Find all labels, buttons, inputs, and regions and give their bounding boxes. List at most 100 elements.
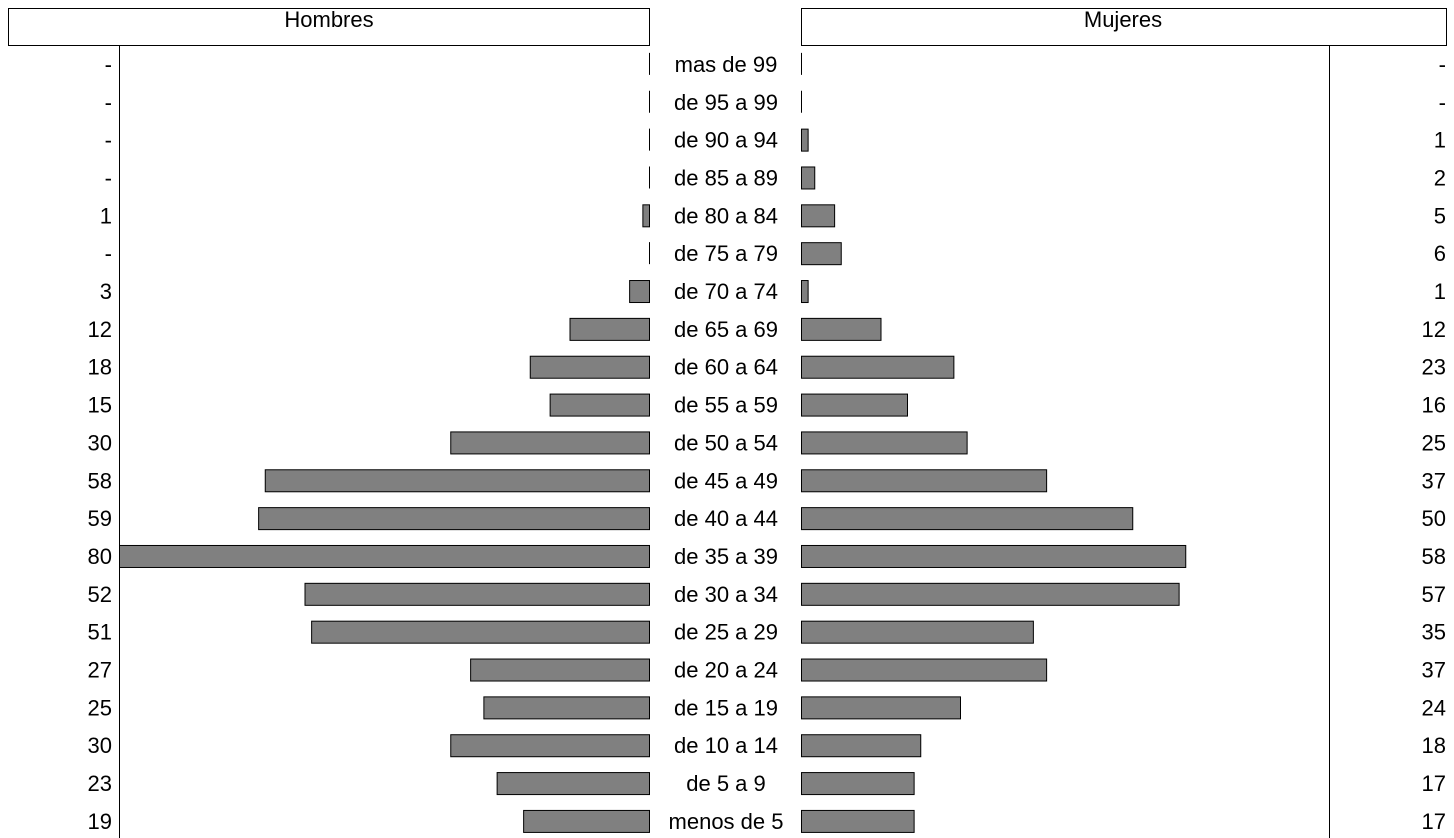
value-label-mujeres: 50 (1422, 506, 1446, 531)
value-label-hombres: 3 (100, 279, 112, 304)
age-group-label: de 65 a 69 (674, 317, 778, 342)
bar-mujeres (801, 317, 882, 341)
bar-hombres (450, 734, 650, 758)
bar-mujeres (801, 772, 915, 796)
bar-mujeres (801, 544, 1187, 568)
pyramid-row: de 60 a 64 18 23 (88, 355, 1446, 380)
age-group-label: de 90 a 94 (674, 128, 778, 153)
pyramid-row: de 95 a 99 - - (105, 90, 1446, 115)
header-box-right (801, 8, 1447, 46)
value-label-hombres: - (105, 241, 112, 266)
value-label-hombres: 25 (88, 695, 112, 720)
bar-hombres (529, 355, 650, 379)
value-label-hombres: - (105, 165, 112, 190)
bar-mujeres (801, 582, 1180, 606)
pyramid-row: de 45 a 49 58 37 (88, 468, 1446, 493)
age-group-label: de 75 a 79 (674, 241, 778, 266)
chart-frame (8, 8, 1447, 838)
age-group-label: mas de 99 (675, 52, 778, 77)
age-group-label: de 30 a 34 (674, 582, 778, 607)
pyramid-row: de 50 a 54 30 25 (88, 430, 1446, 455)
value-label-hombres: 58 (88, 468, 112, 493)
bar-hombres (470, 658, 650, 682)
age-group-label: de 70 a 74 (674, 279, 778, 304)
age-group-label: menos de 5 (669, 809, 784, 834)
value-label-mujeres: 17 (1422, 771, 1446, 796)
age-group-label: de 95 a 99 (674, 90, 778, 115)
value-label-hombres: 30 (88, 733, 112, 758)
age-group-label: de 85 a 89 (674, 165, 778, 190)
value-label-mujeres: 12 (1422, 317, 1446, 342)
bar-hombres (642, 204, 650, 228)
age-group-label: de 35 a 39 (674, 544, 778, 569)
pyramid-row: de 55 a 59 15 16 (88, 393, 1446, 418)
value-label-mujeres: 16 (1422, 393, 1446, 418)
bar-hombres (549, 393, 650, 417)
age-group-label: de 55 a 59 (674, 393, 778, 418)
bar-mujeres (801, 507, 1134, 531)
value-label-hombres: 23 (88, 771, 112, 796)
value-label-mujeres: 35 (1422, 620, 1446, 645)
value-label-mujeres: 25 (1422, 430, 1446, 455)
pyramid-row: de 15 a 19 25 24 (88, 695, 1446, 720)
pyramid-row: de 10 a 14 30 18 (88, 733, 1446, 758)
pyramid-row: de 20 a 24 27 37 (88, 658, 1446, 683)
bar-mujeres (801, 658, 1048, 682)
bar-mujeres (801, 431, 968, 455)
pyramid-row: de 40 a 44 59 50 (88, 506, 1446, 531)
value-label-hombres: - (105, 90, 112, 115)
pyramid-row: de 30 a 34 52 57 (88, 582, 1446, 607)
bar-mujeres (801, 355, 955, 379)
bar-mujeres (801, 393, 908, 417)
value-label-hombres: 59 (88, 506, 112, 531)
value-label-mujeres: - (1439, 52, 1446, 77)
pyramid-row: de 90 a 94 - 1 (105, 128, 1446, 153)
chart-rows: mas de 99 - - de 95 a 99 - - de 90 a 94 - 1 de 85… (88, 52, 1446, 834)
pyramid-row: de 25 a 29 51 35 (88, 620, 1446, 645)
header-box-left (8, 8, 650, 46)
pyramid-row: menos de 5 19 17 (88, 809, 1446, 834)
pyramid-row: de 70 a 74 3 1 (100, 279, 1446, 304)
value-label-mujeres: 2 (1434, 165, 1446, 190)
age-group-label: de 50 a 54 (674, 430, 778, 455)
pyramid-row: de 75 a 79 - 6 (105, 241, 1446, 266)
value-label-mujeres: 5 (1434, 203, 1446, 228)
age-group-label: de 45 a 49 (674, 468, 778, 493)
bar-hombres (119, 544, 650, 568)
pyramid-row: de 85 a 89 - 2 (105, 165, 1446, 190)
value-label-hombres: 1 (100, 203, 112, 228)
age-group-label: de 25 a 29 (674, 620, 778, 645)
bar-hombres (496, 772, 650, 796)
header-hombres: Hombres (284, 7, 373, 32)
age-group-label: de 80 a 84 (674, 203, 778, 228)
bar-hombres (264, 469, 650, 493)
bar-mujeres (801, 242, 842, 266)
bar-mujeres (801, 620, 1034, 644)
value-label-mujeres: 17 (1422, 809, 1446, 834)
bar-hombres (483, 696, 650, 720)
value-label-hombres: 15 (88, 393, 112, 418)
value-label-mujeres: 58 (1422, 544, 1446, 569)
header-mujeres: Mujeres (1084, 7, 1162, 32)
value-label-hombres: 30 (88, 430, 112, 455)
value-label-mujeres: 6 (1434, 241, 1446, 266)
pyramid-row: de 65 a 69 12 12 (88, 317, 1446, 342)
value-label-mujeres: 1 (1434, 279, 1446, 304)
bar-mujeres (801, 280, 809, 304)
bar-hombres (569, 317, 650, 341)
bar-hombres (311, 620, 650, 644)
age-group-label: de 5 a 9 (686, 771, 766, 796)
pyramid-row: de 5 a 9 23 17 (88, 771, 1446, 796)
value-label-hombres: 18 (88, 355, 112, 380)
value-label-hombres: 51 (88, 620, 112, 645)
value-label-mujeres: 57 (1422, 582, 1446, 607)
age-group-label: de 60 a 64 (674, 355, 778, 380)
bar-hombres (304, 582, 650, 606)
value-label-mujeres: 23 (1422, 355, 1446, 380)
value-label-mujeres: 1 (1434, 128, 1446, 153)
bar-hombres (523, 809, 650, 833)
bar-hombres (258, 507, 650, 531)
age-group-label: de 20 a 24 (674, 658, 778, 683)
bar-mujeres (801, 128, 809, 152)
